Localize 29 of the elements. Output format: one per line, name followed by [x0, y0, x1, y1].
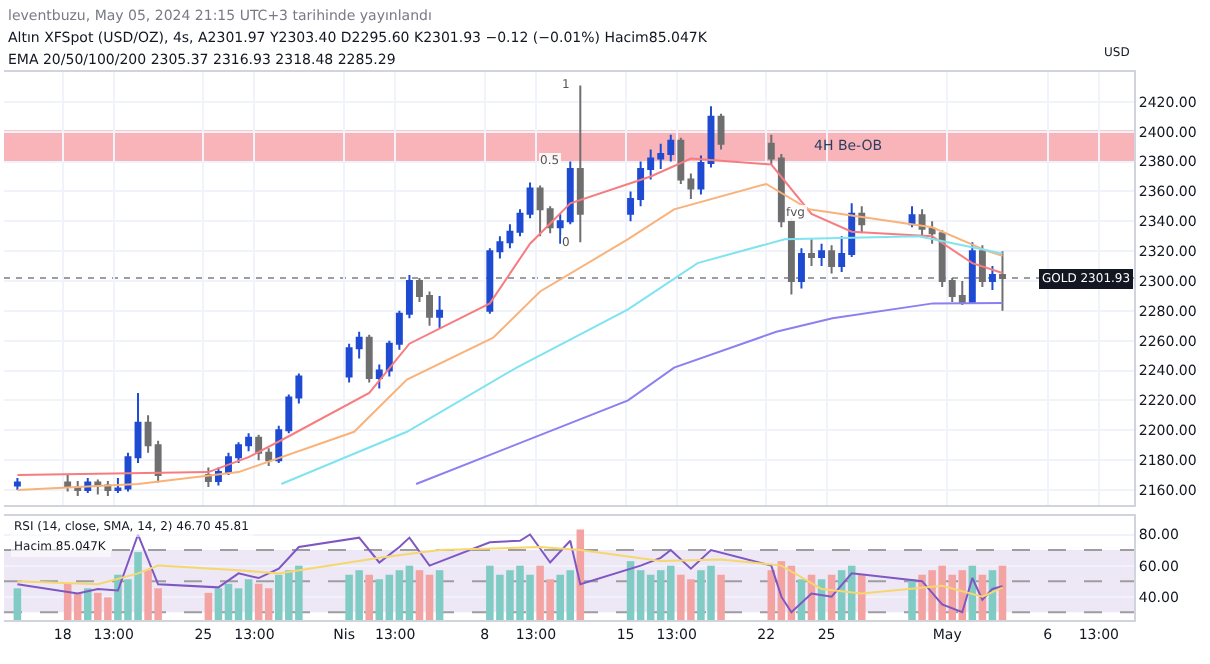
line-series: [415, 301, 1004, 486]
candlestick: [978, 244, 986, 288]
candlestick: [375, 363, 383, 390]
candlestick: [999, 250, 1006, 312]
candlestick: [13, 477, 21, 491]
bar: [858, 574, 866, 620]
candlestick: [516, 208, 524, 238]
candlestick: [828, 244, 836, 275]
candlestick: [134, 391, 142, 465]
candlestick: [858, 205, 866, 235]
line-series: [280, 235, 1004, 486]
candlestick: [114, 477, 122, 494]
candlestick: [797, 247, 805, 290]
bar: [717, 574, 725, 620]
candlestick: [697, 154, 705, 196]
bar: [435, 570, 444, 620]
candlestick: [717, 112, 725, 151]
candlestick: [576, 84, 584, 244]
candlestick: [988, 265, 996, 291]
bar: [13, 588, 22, 620]
candlestick: [365, 333, 373, 384]
candlestick: [808, 238, 815, 268]
candlestick: [968, 241, 976, 305]
bar: [365, 574, 373, 620]
candlestick: [436, 294, 444, 330]
candlestick: [818, 242, 826, 268]
bar: [84, 588, 92, 620]
bar: [204, 592, 213, 620]
candlestick: [526, 181, 534, 220]
